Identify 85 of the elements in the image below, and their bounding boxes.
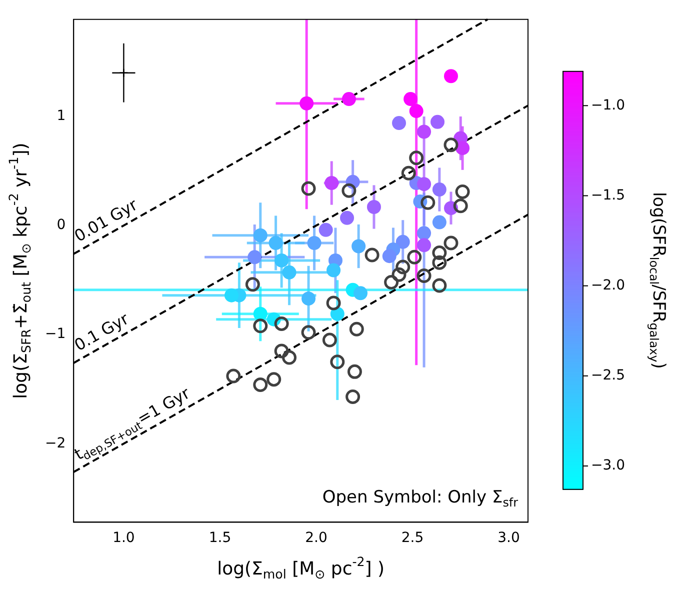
color-bar-title: log(SFRlocal/SFRgalaxy) (646, 192, 669, 369)
x-tick-label: 2.0 (305, 530, 328, 546)
point (119, 68, 128, 78)
point (455, 184, 470, 199)
point (364, 248, 380, 262)
point (326, 263, 341, 278)
point (226, 368, 241, 384)
point (409, 104, 424, 118)
point (456, 141, 470, 156)
point (417, 226, 432, 240)
point (326, 296, 341, 310)
point (430, 114, 445, 129)
point (453, 198, 468, 214)
point (432, 246, 447, 260)
point (301, 325, 316, 340)
point (245, 277, 260, 292)
point (404, 92, 418, 106)
point (300, 96, 314, 110)
point (318, 222, 333, 237)
point (266, 372, 282, 387)
point (342, 92, 356, 106)
point (401, 166, 416, 180)
point (432, 255, 447, 270)
point (307, 236, 322, 250)
y-tick-label: 1 (56, 108, 66, 124)
point (432, 278, 447, 293)
x-tick-label: 2.5 (401, 530, 424, 546)
point (248, 250, 262, 264)
point (253, 228, 268, 242)
point (396, 234, 410, 249)
x-tick-label: 1.5 (208, 530, 232, 546)
point (420, 195, 436, 210)
point (432, 182, 446, 197)
color-bar-label: −2.0 (591, 277, 625, 294)
point (282, 350, 297, 365)
point (407, 250, 422, 264)
point (417, 124, 432, 139)
point (274, 316, 289, 331)
point (349, 322, 364, 336)
y-tick-label: −1 (44, 326, 66, 342)
point (444, 138, 458, 152)
point (416, 268, 432, 283)
text: 0.1 Gyr (71, 308, 132, 355)
point (274, 344, 289, 358)
point (301, 181, 316, 196)
point (342, 183, 356, 198)
point (347, 364, 362, 379)
color-bar-label: −1.0 (591, 97, 625, 114)
point (340, 210, 354, 225)
y-tick-label: −2 (44, 435, 66, 452)
point (382, 249, 396, 264)
point (444, 69, 458, 84)
point (302, 292, 316, 306)
y-tick-label: 0 (56, 217, 66, 234)
text: log(ΣSFR+Σ̇out [M⊙ kpc-2 yr-1]) (6, 142, 34, 399)
point (417, 177, 432, 192)
point (282, 265, 296, 280)
point (346, 390, 360, 404)
x-tick-label: 3.0 (498, 530, 520, 546)
color-bar-label: −3.0 (591, 458, 625, 474)
point (330, 306, 344, 321)
point (274, 253, 289, 268)
point (444, 236, 458, 250)
point (268, 236, 283, 250)
color-bar-label: −1.5 (591, 187, 625, 204)
point (392, 267, 406, 282)
point (253, 306, 268, 321)
point (322, 332, 337, 348)
point (352, 239, 366, 254)
point (253, 378, 268, 392)
point (324, 176, 339, 190)
x-tick-label: 1.0 (112, 530, 135, 546)
point (253, 318, 268, 334)
point (224, 288, 239, 302)
point (432, 215, 446, 230)
text: 0.01 Gyr (71, 194, 141, 246)
point (392, 116, 406, 130)
point (396, 260, 410, 274)
point (366, 200, 381, 214)
point (409, 150, 424, 166)
point (354, 286, 368, 300)
point (417, 238, 432, 252)
color-bar-label: −2.5 (591, 368, 625, 384)
point (330, 354, 345, 370)
point (384, 275, 399, 290)
